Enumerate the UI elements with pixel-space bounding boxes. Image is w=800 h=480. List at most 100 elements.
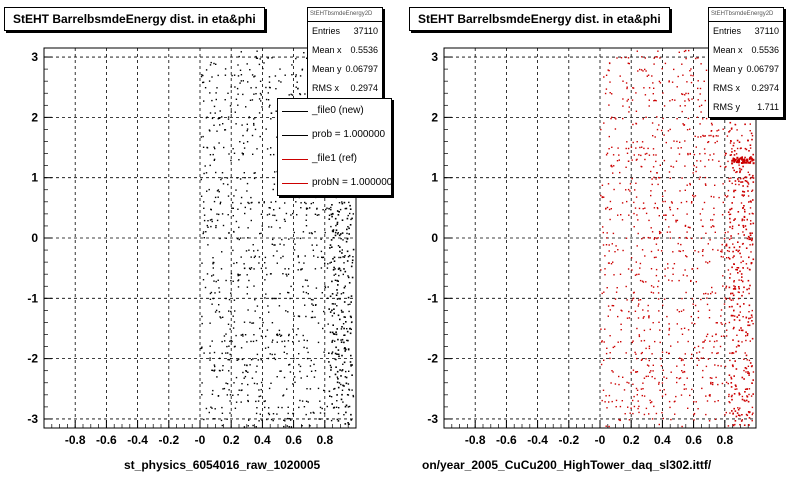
right-plot-title: StEHT BarrelbsmdeEnergy dist. in eta&phi	[409, 7, 670, 31]
data-point	[214, 418, 216, 420]
data-point	[246, 293, 248, 295]
data-point	[658, 310, 660, 312]
data-point	[700, 237, 702, 239]
data-point	[696, 267, 699, 270]
data-point	[656, 237, 658, 240]
data-point	[749, 234, 752, 236]
data-point	[697, 316, 700, 319]
data-point	[319, 412, 322, 414]
data-point	[327, 297, 329, 299]
data-point	[333, 256, 336, 259]
data-point	[743, 234, 745, 236]
data-point	[608, 425, 610, 428]
data-point	[296, 81, 298, 83]
data-point	[261, 106, 263, 108]
data-point	[733, 154, 736, 156]
data-point	[691, 201, 693, 203]
data-point	[287, 340, 290, 342]
data-point	[655, 268, 658, 271]
data-point	[734, 315, 736, 317]
data-point	[316, 207, 318, 210]
data-point	[615, 118, 617, 120]
data-point	[327, 286, 329, 288]
data-point	[675, 219, 677, 222]
data-point	[279, 243, 281, 245]
data-point	[663, 376, 665, 378]
data-point	[678, 51, 680, 53]
data-point	[600, 269, 602, 271]
data-point	[602, 231, 604, 234]
data-point	[339, 269, 342, 272]
data-point	[737, 407, 739, 409]
data-point	[750, 220, 752, 222]
data-point	[340, 339, 342, 341]
data-point	[232, 207, 234, 209]
data-point	[714, 364, 716, 366]
data-point	[242, 80, 244, 82]
data-point	[209, 352, 211, 354]
data-point	[697, 57, 699, 59]
data-point	[750, 262, 753, 264]
data-point	[736, 269, 738, 271]
data-point	[265, 98, 268, 101]
data-point	[253, 124, 255, 126]
data-point	[702, 357, 704, 359]
data-point	[605, 154, 608, 156]
data-point	[699, 153, 701, 155]
data-point	[331, 293, 334, 295]
data-point	[668, 81, 670, 83]
data-point	[662, 195, 664, 197]
data-point	[227, 92, 229, 94]
data-point	[345, 411, 347, 414]
data-point	[651, 376, 653, 378]
data-point	[239, 141, 241, 143]
data-point	[349, 332, 352, 335]
data-point	[327, 323, 329, 325]
data-point	[682, 123, 684, 125]
data-point	[230, 310, 232, 313]
data-point	[736, 156, 739, 159]
data-point	[669, 406, 671, 409]
data-point	[318, 214, 320, 216]
data-point	[233, 262, 235, 265]
data-point	[735, 346, 738, 348]
data-point	[744, 225, 747, 227]
data-point	[729, 142, 732, 144]
data-point	[264, 256, 267, 259]
data-point	[668, 400, 671, 403]
data-point	[255, 426, 257, 428]
data-point	[680, 394, 683, 396]
data-point	[605, 395, 607, 397]
data-point	[323, 310, 325, 313]
data-point	[676, 365, 678, 367]
data-point	[310, 412, 312, 414]
data-point	[667, 263, 669, 265]
data-point	[309, 425, 311, 427]
data-point	[245, 370, 248, 373]
data-point	[697, 408, 699, 410]
data-point	[633, 212, 635, 215]
data-point	[652, 364, 654, 366]
data-point	[730, 376, 732, 378]
data-point	[210, 225, 212, 228]
data-point	[699, 87, 702, 90]
data-point	[664, 190, 666, 192]
data-point	[709, 395, 711, 397]
data-point	[727, 211, 730, 213]
data-point	[202, 231, 205, 233]
data-point	[731, 410, 733, 412]
data-point	[750, 157, 753, 160]
data-point	[749, 157, 752, 159]
data-point	[669, 209, 672, 211]
data-point	[221, 412, 224, 414]
data-point	[742, 291, 744, 293]
data-point	[202, 279, 205, 281]
data-point	[658, 381, 660, 384]
data-point	[727, 189, 730, 192]
data-point	[250, 87, 252, 89]
data-point	[216, 376, 218, 378]
data-point	[259, 92, 262, 95]
data-point	[749, 161, 752, 164]
data-point	[274, 358, 277, 361]
data-point	[211, 275, 213, 277]
